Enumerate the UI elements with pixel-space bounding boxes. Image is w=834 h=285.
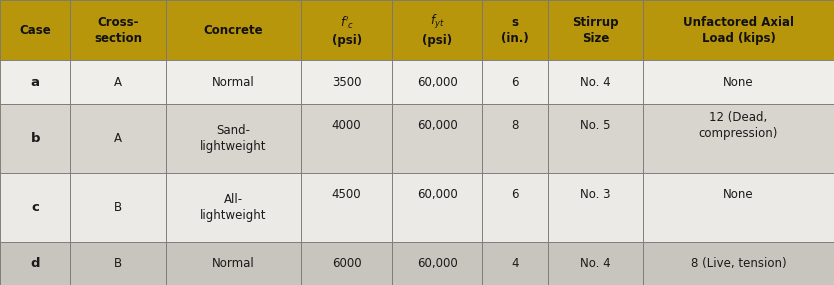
Bar — [392, 173, 482, 242]
Text: Cross-
section: Cross- section — [94, 16, 142, 45]
Text: 4500: 4500 — [332, 188, 361, 201]
Text: Normal: Normal — [212, 257, 255, 270]
Bar — [166, 60, 301, 104]
Bar — [643, 104, 834, 173]
Text: 6000: 6000 — [332, 257, 361, 270]
Text: Concrete: Concrete — [203, 24, 264, 37]
Bar — [643, 0, 834, 60]
Bar — [482, 60, 548, 104]
Bar — [166, 104, 301, 173]
Text: a: a — [31, 76, 40, 89]
Bar — [166, 242, 301, 285]
Text: Stirrup
Size: Stirrup Size — [572, 16, 619, 45]
Text: 8 (Live, tension): 8 (Live, tension) — [691, 257, 786, 270]
Text: s
(in.): s (in.) — [501, 16, 529, 45]
Bar — [548, 104, 643, 173]
Bar — [643, 60, 834, 104]
Text: 60,000: 60,000 — [417, 257, 458, 270]
Bar — [70, 173, 166, 242]
Bar — [482, 104, 548, 173]
Bar — [0, 242, 70, 285]
Text: 4: 4 — [511, 257, 519, 270]
Bar — [70, 0, 166, 60]
Text: Normal: Normal — [212, 76, 255, 89]
Text: 8: 8 — [511, 119, 519, 132]
Text: All-
lightweight: All- lightweight — [200, 193, 267, 222]
Text: d: d — [30, 257, 40, 270]
Text: c: c — [31, 201, 39, 214]
Bar — [548, 60, 643, 104]
Text: 60,000: 60,000 — [417, 188, 458, 201]
Bar — [301, 242, 392, 285]
Text: Case: Case — [19, 24, 51, 37]
Bar — [70, 60, 166, 104]
Bar — [392, 60, 482, 104]
Text: b: b — [30, 132, 40, 145]
Bar — [482, 242, 548, 285]
Text: 6: 6 — [511, 188, 519, 201]
Bar — [548, 173, 643, 242]
Bar — [301, 173, 392, 242]
Bar — [643, 242, 834, 285]
Text: $f_{yt}$
(psi): $f_{yt}$ (psi) — [422, 13, 452, 47]
Text: B: B — [114, 257, 122, 270]
Bar — [643, 173, 834, 242]
Bar — [301, 60, 392, 104]
Text: None: None — [723, 188, 754, 201]
Bar — [392, 104, 482, 173]
Bar — [392, 242, 482, 285]
Bar — [482, 0, 548, 60]
Text: $f'_c$
(psi): $f'_c$ (psi) — [332, 14, 362, 46]
Text: 12 (Dead,
compression): 12 (Dead, compression) — [699, 111, 778, 140]
Text: B: B — [114, 201, 122, 214]
Text: Sand-
lightweight: Sand- lightweight — [200, 124, 267, 153]
Text: 6: 6 — [511, 76, 519, 89]
Text: 3500: 3500 — [332, 76, 361, 89]
Bar — [166, 173, 301, 242]
Text: No. 4: No. 4 — [580, 76, 610, 89]
Text: A: A — [114, 132, 122, 145]
Bar — [0, 173, 70, 242]
Text: No. 4: No. 4 — [580, 257, 610, 270]
Bar — [0, 60, 70, 104]
Text: 60,000: 60,000 — [417, 76, 458, 89]
Bar — [548, 242, 643, 285]
Text: 4000: 4000 — [332, 119, 361, 132]
Bar — [166, 0, 301, 60]
Bar — [548, 0, 643, 60]
Bar — [0, 0, 70, 60]
Bar — [482, 173, 548, 242]
Bar — [70, 104, 166, 173]
Bar — [301, 104, 392, 173]
Text: Unfactored Axial
Load (kips): Unfactored Axial Load (kips) — [683, 16, 794, 45]
Text: No. 3: No. 3 — [580, 188, 610, 201]
Text: None: None — [723, 76, 754, 89]
Bar — [70, 242, 166, 285]
Text: 60,000: 60,000 — [417, 119, 458, 132]
Text: No. 5: No. 5 — [580, 119, 610, 132]
Bar — [0, 104, 70, 173]
Text: A: A — [114, 76, 122, 89]
Bar — [301, 0, 392, 60]
Bar — [392, 0, 482, 60]
